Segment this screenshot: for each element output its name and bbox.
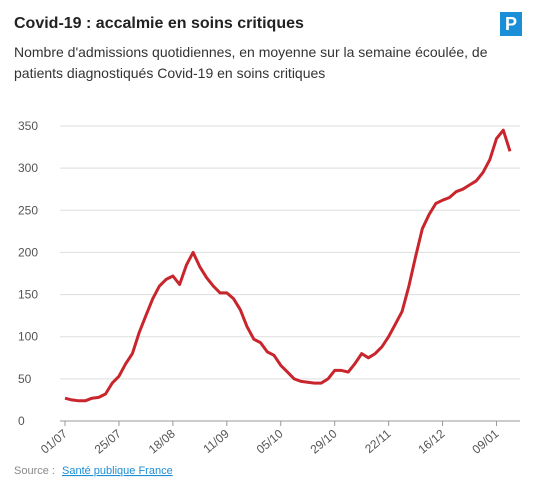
line	[64, 128, 512, 403]
y-tick-label: 100	[18, 330, 38, 344]
x-tick-label: 11/09	[200, 426, 232, 456]
x-tick-label: 01/07	[38, 426, 70, 456]
source-link[interactable]: Santé publique France	[62, 465, 173, 477]
x-tick-label: 25/07	[92, 426, 124, 456]
y-tick-label: 250	[18, 203, 38, 217]
chart-subtitle: Nombre d'admissions quotidiennes, en moy…	[14, 44, 488, 81]
subtitle-box: Nombre d'admissions quotidiennes, en moy…	[14, 44, 488, 81]
y-tick-label: 300	[18, 161, 38, 175]
source-label: Source :	[14, 465, 55, 477]
x-tick-label: 22/11	[362, 426, 394, 456]
x-tick-label: 16/12	[415, 426, 447, 456]
y-tick-label: 200	[18, 245, 38, 259]
y-tick-label: 0	[18, 414, 25, 428]
chart-title: Covid-19 : accalmie en soins critiques	[14, 15, 304, 32]
logo-box	[500, 12, 522, 36]
x-tick-label: 05/10	[254, 426, 286, 456]
x-tick-label: 29/10	[308, 426, 340, 456]
y-tick-label: 150	[18, 288, 38, 302]
y-tick-label: 50	[18, 372, 32, 386]
x-tick-label: 09/01	[469, 426, 501, 456]
logo: P	[505, 14, 517, 34]
y-tick-label: 350	[18, 119, 38, 133]
x-tick-label: 18/08	[146, 426, 178, 456]
